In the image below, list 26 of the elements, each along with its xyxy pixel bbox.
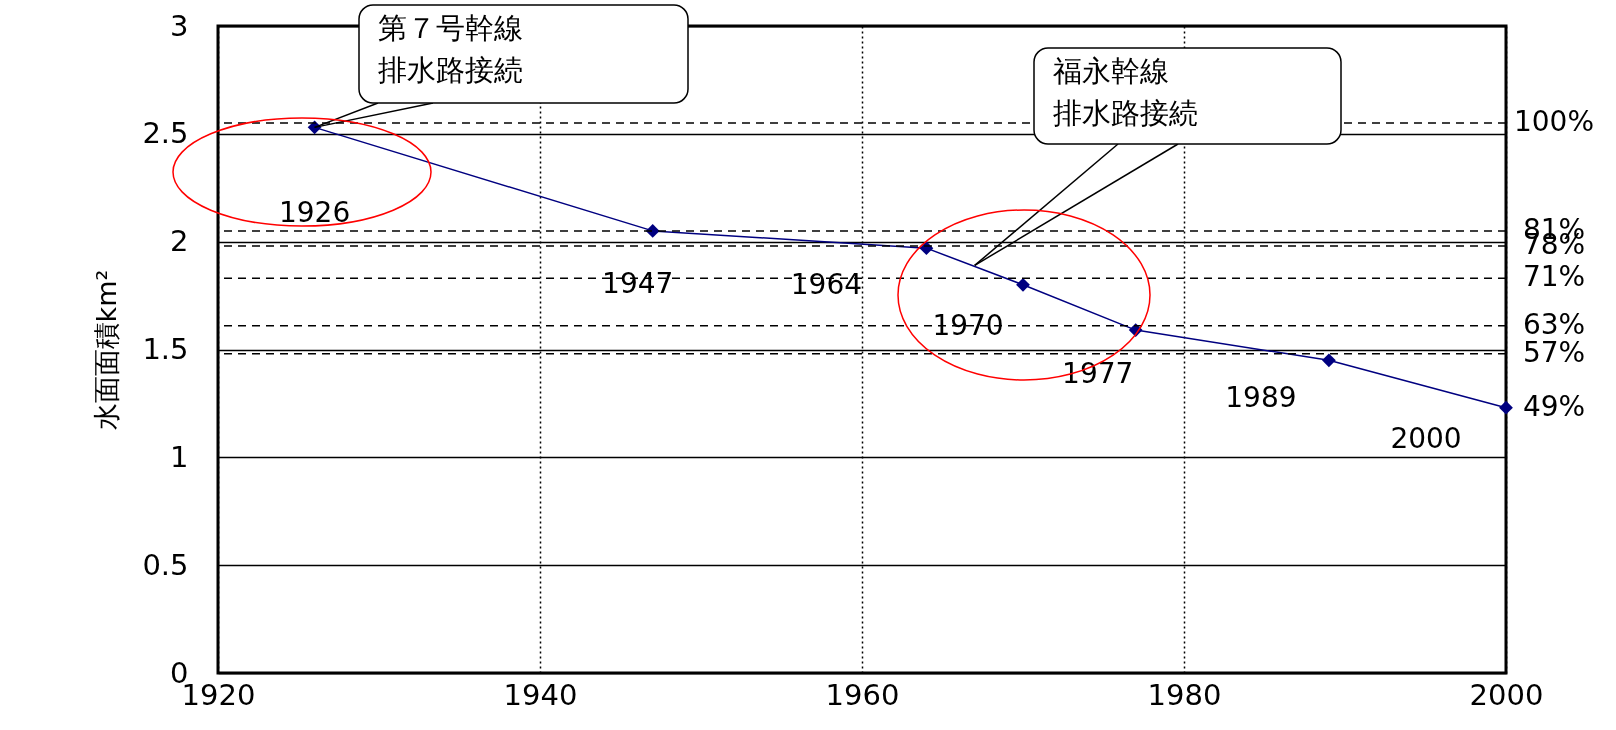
annotation: 100% bbox=[1513, 105, 1595, 139]
y-tick-label: 3 bbox=[170, 8, 189, 43]
x-tick-label: 2000 bbox=[1469, 677, 1544, 712]
y-tick-label: 1 bbox=[170, 439, 189, 474]
annotation: 49% bbox=[1522, 389, 1586, 423]
annotation: 1970 bbox=[932, 308, 1004, 342]
y-tick-label: 2 bbox=[170, 224, 189, 259]
annotation: 71% bbox=[1522, 260, 1586, 294]
x-tick-label: 1980 bbox=[1147, 677, 1222, 712]
y-tick-label: 2.5 bbox=[142, 116, 189, 151]
annotation: 1989 bbox=[1225, 381, 1297, 415]
x-tick-label: 1940 bbox=[503, 677, 578, 712]
point bbox=[1016, 277, 1030, 292]
y-tick-label: 0.5 bbox=[142, 547, 189, 582]
annotation: 1947 bbox=[602, 266, 674, 300]
x-tick-label: 1960 bbox=[825, 677, 900, 712]
annotation: 1926 bbox=[278, 196, 351, 230]
annotation: 第７号幹線排水路接続 bbox=[378, 11, 523, 87]
point bbox=[1499, 400, 1513, 415]
annotation: 福永幹線排水路接続 bbox=[1053, 54, 1198, 130]
annotation: 1977 bbox=[1062, 357, 1134, 391]
y-axis-title: 水面面積km² bbox=[91, 269, 123, 431]
y-tick-label: 1.5 bbox=[142, 332, 189, 366]
point bbox=[1322, 353, 1336, 368]
annotation: 2000 bbox=[1390, 421, 1462, 455]
annotation: 1964 bbox=[790, 268, 863, 302]
